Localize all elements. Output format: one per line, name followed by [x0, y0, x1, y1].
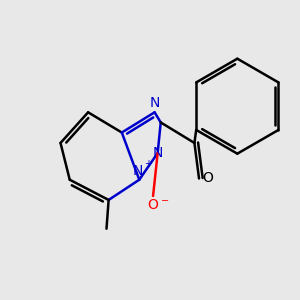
Text: N: N — [149, 95, 160, 110]
Text: O: O — [148, 197, 158, 212]
Text: −: − — [160, 196, 169, 206]
Text: +: + — [145, 159, 152, 170]
Text: N: N — [152, 146, 163, 160]
Text: O: O — [202, 172, 213, 185]
Text: N: N — [133, 164, 143, 178]
